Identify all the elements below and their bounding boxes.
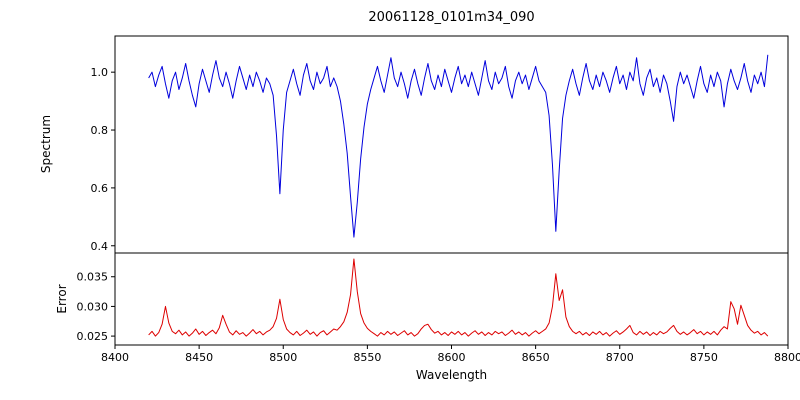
spectrum-line [148, 54, 769, 238]
error-y-tick-label: 0.035 [77, 271, 109, 284]
x-tick-label: 8700 [606, 351, 634, 364]
spectrum-y-tick-label: 0.6 [91, 182, 109, 195]
spectrum-y-tick-label: 1.0 [91, 66, 109, 79]
spectrum-y-tick-label: 0.4 [91, 240, 109, 253]
error-panel-border [114, 252, 789, 346]
chart-title: 20061128_0101m34_090 [368, 10, 535, 25]
spectrum-y-tick-label: 0.8 [91, 124, 109, 137]
error-y-tick-label: 0.025 [77, 330, 109, 343]
spectrum-panel-border [114, 35, 789, 254]
x-tick-label: 8750 [690, 351, 718, 364]
x-tick-label: 8400 [101, 351, 129, 364]
x-tick-label: 8450 [185, 351, 213, 364]
x-tick-label: 8600 [438, 351, 466, 364]
error-y-tick-label: 0.030 [77, 300, 109, 313]
x-tick-label: 8800 [774, 351, 800, 364]
error-line [148, 258, 769, 337]
x-tick-label: 8550 [353, 351, 381, 364]
x-tick-label: 8500 [269, 351, 297, 364]
x-tick-label: 8650 [522, 351, 550, 364]
x-axis-label: Wavelength [415, 368, 488, 382]
